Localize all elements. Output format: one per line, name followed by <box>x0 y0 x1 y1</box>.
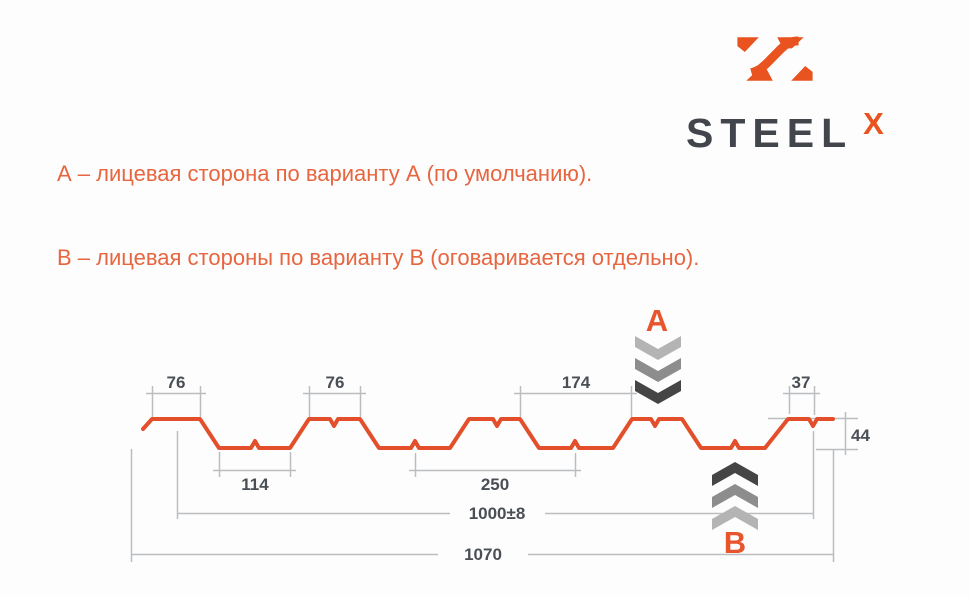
dim-crest-2-value: 76 <box>326 373 345 392</box>
dim-crest-spacing-value: 174 <box>562 373 591 392</box>
icon-bar-bottom-left <box>746 69 773 81</box>
dim-pitch-value: 250 <box>481 475 509 494</box>
dim-crest-spacing: 174 <box>514 373 637 417</box>
dim-cover-width: 1000±8 <box>176 431 815 523</box>
brand-name: STEEL <box>686 110 854 156</box>
brand-x-letter: X <box>863 106 884 141</box>
variant-a-chevron-icon <box>635 336 681 404</box>
dim-edge-crest-value: 37 <box>792 373 811 392</box>
dim-overall-width-value: 1070 <box>464 545 502 564</box>
dim-height: 44 <box>768 412 870 455</box>
dim-crest-1-value: 76 <box>167 373 186 392</box>
icon-s-bar <box>750 36 799 77</box>
dim-crest-1: 76 <box>146 373 206 417</box>
variant-b-chevron-icon <box>712 462 758 530</box>
profile-outline <box>141 417 835 450</box>
dim-crest-2: 76 <box>303 373 366 417</box>
icon-wedge-bottom-right <box>791 66 813 81</box>
brand-wordmark: STEEL X <box>686 106 884 157</box>
dim-cover-width-value: 1000±8 <box>469 504 526 523</box>
dim-overall-width: 1070 <box>130 449 835 564</box>
variant-b-label: В <box>724 525 746 560</box>
dim-height-value: 44 <box>851 426 870 445</box>
dim-pitch: 250 <box>409 453 581 494</box>
variant-a-label: А <box>646 303 668 338</box>
variant-a-note: А – лицевая сторона по варианту А (по ум… <box>57 161 593 186</box>
dim-valley-value: 114 <box>241 475 269 494</box>
dim-valley: 114 <box>213 452 296 494</box>
brand-x-icon <box>737 36 813 81</box>
icon-wedge-top-left <box>737 37 759 52</box>
dim-edge-crest: 37 <box>783 373 820 415</box>
variant-b-note: В – лицевая стороны по варианту В (огова… <box>57 245 700 270</box>
